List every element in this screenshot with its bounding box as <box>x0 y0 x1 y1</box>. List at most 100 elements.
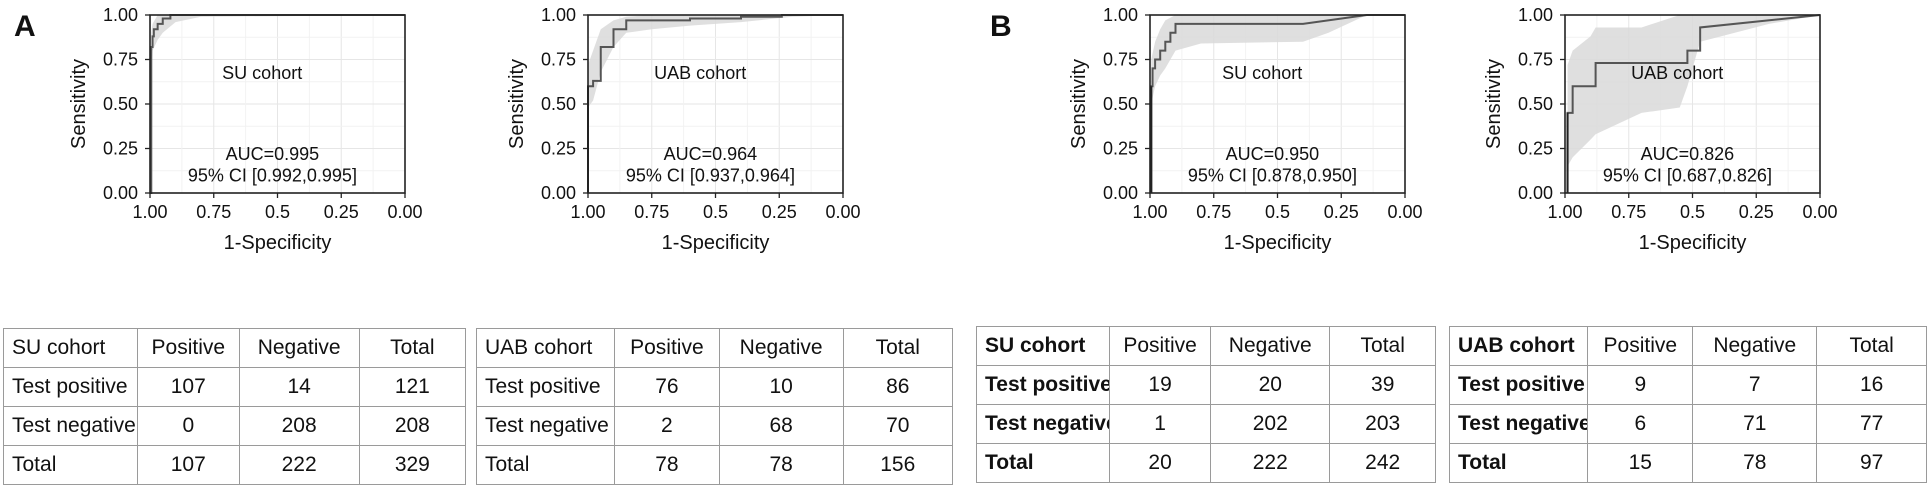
roc-plot-b-su: 1.00 0.75 0.5 0.25 0.00 0.00 0.25 0.50 0.75 1.00 1… <box>1000 0 1430 260</box>
y-axis-label: Sensitivity <box>1483 59 1505 149</box>
y-tick-label: 0.00 <box>541 183 576 203</box>
table-cell: 156 <box>842 445 953 485</box>
table-cell: 76 <box>614 367 720 407</box>
y-tick-label: 1.00 <box>1518 5 1553 25</box>
table-cell: 208 <box>238 406 360 446</box>
table-row: Total 78 78 156 <box>475 445 953 485</box>
table-row: Total 15 78 97 <box>1448 443 1927 483</box>
x-tick-label: 0.75 <box>634 202 669 222</box>
table-column-header: Positive <box>136 328 240 368</box>
table-row: Total 107 222 329 <box>3 445 467 485</box>
x-tick-label: 0.75 <box>1611 202 1646 222</box>
table-cell: 242 <box>1329 443 1436 483</box>
y-axis-label: Sensitivity <box>68 59 90 149</box>
table-row: Test negative 0 208 208 <box>3 406 467 446</box>
table-row-header: Total <box>975 443 1111 483</box>
table-a-su: SU cohort Positive Negative Total Test posit… <box>3 328 467 485</box>
table-row: Test negative 2 68 70 <box>475 406 953 446</box>
cohort-annotation: SU cohort <box>222 63 302 83</box>
table-cell: 107 <box>136 367 240 407</box>
table-cell: 86 <box>842 367 953 407</box>
table-cell: 202 <box>1210 404 1331 444</box>
ci-band <box>151 15 405 65</box>
ci-band <box>1567 15 1820 167</box>
y-tick-label: 0.00 <box>103 183 138 203</box>
panel-label-a: A <box>14 10 36 43</box>
ci-band <box>588 15 843 108</box>
table-cell: 107 <box>136 445 240 485</box>
y-tick-label: 0.25 <box>1103 139 1138 159</box>
table-cell: 222 <box>238 445 360 485</box>
table-row-header: Test negative <box>3 406 138 446</box>
table-header-row: UAB cohort Positive Negative Total <box>475 328 953 368</box>
x-tick-label: 0.5 <box>1265 202 1290 222</box>
table-row-header: Test negative <box>475 406 616 446</box>
y-tick-label: 1.00 <box>541 5 576 25</box>
x-tick-label: 0.75 <box>1196 202 1231 222</box>
table-title-cell: SU cohort <box>3 328 138 368</box>
table-row: Total 20 222 242 <box>975 443 1436 483</box>
x-tick-label: 1.00 <box>1547 202 1582 222</box>
table-cell: 68 <box>718 406 844 446</box>
y-tick-label: 0.50 <box>541 94 576 114</box>
table-column-header: Total <box>358 328 467 368</box>
table-cell: 19 <box>1109 365 1212 405</box>
table-b-su: SU cohort Positive Negative Total Test posit… <box>975 326 1436 483</box>
table-cell: 20 <box>1210 365 1331 405</box>
x-tick-label: 0.75 <box>196 202 231 222</box>
table-row-header: Test positive <box>3 367 138 407</box>
table-row: Test positive 9 7 16 <box>1448 365 1927 405</box>
y-axis-label: Sensitivity <box>1068 59 1090 149</box>
roc-svg: 1.00 0.75 0.5 0.25 0.00 0.00 0.25 0.50 0.75 1.00 1… <box>1068 5 1423 254</box>
x-tick-label: 0.00 <box>1387 202 1422 222</box>
table-column-header: Positive <box>614 328 720 368</box>
auc-annotation: AUC=0.826 <box>1641 144 1735 164</box>
x-tick-label: 0.25 <box>1739 202 1774 222</box>
table-cell: 70 <box>842 406 953 446</box>
table-row-header: Test positive <box>1448 365 1589 405</box>
table-cell: 39 <box>1329 365 1436 405</box>
table-row-header: Total <box>3 445 138 485</box>
y-tick-label: 0.75 <box>1103 50 1138 70</box>
table-row-header: Total <box>1448 443 1589 483</box>
table-cell: 2 <box>614 406 720 446</box>
y-tick-label: 0.75 <box>541 50 576 70</box>
table-a-uab: UAB cohort Positive Negative Total Test posi… <box>475 328 953 485</box>
x-tick-label: 1.00 <box>1132 202 1167 222</box>
roc-curve <box>150 14 405 194</box>
table-title-cell: UAB cohort <box>1448 326 1589 366</box>
table-cell: 208 <box>358 406 467 446</box>
table-header-row: SU cohort Positive Negative Total <box>3 328 467 368</box>
table-cell: 20 <box>1109 443 1212 483</box>
x-axis-label: 1-Specificity <box>662 232 770 254</box>
x-tick-label: 0.00 <box>387 202 422 222</box>
table-cell: 15 <box>1587 443 1694 483</box>
cohort-annotation: UAB cohort <box>654 63 746 83</box>
y-tick-label: 0.75 <box>103 50 138 70</box>
table-column-header: Negative <box>1210 326 1331 366</box>
y-tick-label: 0.00 <box>1103 183 1138 203</box>
roc-curve <box>1150 14 1405 193</box>
table-cell: 16 <box>1816 365 1927 405</box>
y-tick-label: 0.25 <box>103 139 138 159</box>
table-cell: 14 <box>238 367 360 407</box>
table-cell: 0 <box>136 406 240 446</box>
table-cell: 78 <box>1692 443 1818 483</box>
table-cell: 121 <box>358 367 467 407</box>
x-axis-label: 1-Specificity <box>1224 232 1332 254</box>
x-tick-label: 0.5 <box>703 202 728 222</box>
roc-svg: 1.00 0.75 0.5 0.25 0.00 0.00 0.25 0.50 0.75 1.00 1… <box>506 5 861 254</box>
table-row: Test positive 107 14 121 <box>3 367 467 407</box>
table-row: Test negative 1 202 203 <box>975 404 1436 444</box>
ci-annotation: 95% CI [0.687,0.826] <box>1603 165 1772 185</box>
roc-curve <box>587 14 843 193</box>
x-tick-label: 0.25 <box>1324 202 1359 222</box>
ci-annotation: 95% CI [0.878,0.950] <box>1188 165 1357 185</box>
table-cell: 97 <box>1816 443 1927 483</box>
roc-svg: 1.00 0.75 0.5 0.25 0.00 0.00 0.25 0.50 0.75 1.00 1… <box>68 5 423 254</box>
x-tick-label: 1.00 <box>132 202 167 222</box>
table-cell: 329 <box>358 445 467 485</box>
table-cell: 203 <box>1329 404 1436 444</box>
x-tick-label: 0.5 <box>1680 202 1705 222</box>
table-row-header: Test positive <box>975 365 1111 405</box>
